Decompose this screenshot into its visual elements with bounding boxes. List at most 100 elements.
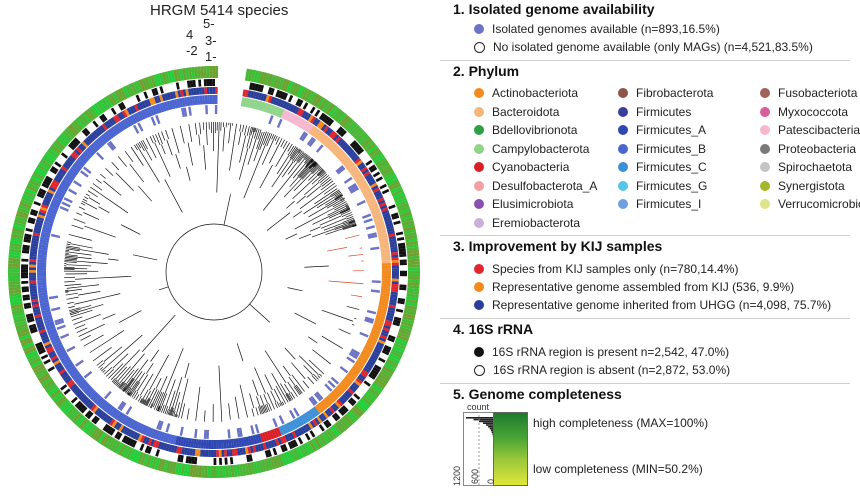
ring-16s — [361, 382, 370, 390]
ring-completeness — [138, 79, 146, 92]
ring-kij — [41, 201, 50, 207]
ring-16s — [48, 170, 56, 177]
ring-16s — [254, 83, 259, 92]
ring-completeness — [144, 77, 151, 90]
ring-phylum — [124, 417, 132, 427]
ring-completeness — [19, 201, 32, 209]
tree-branch — [270, 390, 277, 403]
ring-kij — [76, 391, 84, 399]
ring-completeness — [18, 333, 32, 341]
ring-completeness — [389, 183, 402, 192]
ring-isolated — [156, 420, 162, 430]
tree-branch — [76, 212, 83, 216]
ring-kij — [94, 407, 101, 415]
ring-phylum — [180, 436, 185, 447]
ring-completeness — [145, 454, 153, 468]
ring-phylum — [189, 96, 193, 106]
ring-phylum — [377, 307, 388, 312]
ring-16s — [21, 250, 30, 254]
ring-kij — [373, 189, 381, 196]
tree-branch — [202, 122, 205, 130]
ring-completeness — [97, 431, 107, 444]
ring-kij — [287, 103, 293, 111]
tree-branch — [128, 380, 138, 393]
ring-16s — [304, 433, 311, 441]
ring-16s — [166, 452, 171, 460]
tree-branch — [312, 161, 317, 167]
tree-branch — [334, 222, 349, 229]
tree-branch — [321, 335, 343, 349]
tree-branch — [320, 176, 331, 186]
ring-16s — [163, 451, 168, 459]
ring-kij — [139, 435, 146, 443]
ring-completeness — [390, 350, 403, 359]
ring-16s — [75, 135, 83, 143]
ring-kij — [275, 98, 281, 106]
ring-kij — [37, 214, 45, 219]
ring-16s — [27, 320, 36, 326]
ring-isolated — [371, 280, 381, 284]
ring-16s — [30, 208, 39, 214]
tree-branch — [82, 198, 88, 202]
tree-branch — [298, 153, 306, 163]
tree-branch — [92, 347, 112, 362]
red-dot-icon — [474, 264, 484, 274]
ring-isolated — [183, 107, 188, 117]
ring-kij — [252, 445, 257, 453]
ring-phylum — [381, 275, 391, 279]
ring-16s — [114, 431, 121, 439]
tree-branch — [113, 380, 118, 385]
tree-branch — [287, 381, 298, 397]
ring-phylum — [304, 412, 312, 422]
ring-phylum — [252, 434, 258, 445]
ring-kij — [149, 438, 155, 447]
ring-kij — [64, 377, 72, 384]
ring-completeness — [27, 354, 40, 363]
tree-branch — [75, 277, 99, 280]
ring-phylum — [375, 317, 385, 322]
tree-branch — [305, 159, 314, 168]
ring-16s — [382, 347, 391, 353]
ring-phylum — [381, 280, 391, 284]
ring-kij — [289, 104, 295, 112]
ring-16s — [209, 79, 213, 87]
ring-completeness — [407, 264, 420, 268]
tree-branch — [266, 223, 277, 231]
color-dot-icon — [760, 125, 770, 135]
ring-completeness — [80, 419, 91, 431]
ring-kij — [78, 393, 86, 400]
ring-completeness — [250, 462, 256, 475]
ring-completeness — [148, 455, 155, 469]
ring-phylum — [374, 319, 384, 325]
ring-16s — [292, 439, 299, 447]
ring-phylum — [381, 260, 391, 264]
ring-phylum — [370, 207, 380, 214]
ring-16s — [335, 410, 343, 418]
ring-completeness — [375, 157, 387, 167]
ring-16s — [353, 144, 361, 151]
ring-completeness — [11, 230, 24, 237]
ring-16s — [369, 371, 378, 378]
ring-16s — [389, 207, 397, 213]
ring-16s — [30, 328, 38, 334]
tree-branch — [155, 378, 162, 389]
ring-phylum — [157, 431, 163, 441]
phylum-label: Firmicutes_A — [636, 123, 707, 137]
ring-phylum — [38, 246, 48, 251]
ring-completeness — [290, 448, 299, 462]
tree-branch — [112, 353, 129, 369]
ring-phylum — [37, 264, 47, 268]
ring-completeness — [371, 152, 384, 162]
ring-completeness — [55, 395, 67, 406]
ring-phylum — [225, 439, 230, 449]
ring-kij — [90, 404, 97, 412]
ring-16s — [174, 454, 179, 462]
ring-completeness — [12, 227, 25, 234]
ring-phylum — [264, 103, 270, 113]
ring-kij — [59, 168, 67, 175]
ring-16s — [331, 122, 339, 130]
ring-phylum — [90, 143, 99, 152]
ring-kij — [31, 301, 39, 305]
ring-phylum — [139, 110, 146, 120]
tree-branch — [292, 182, 311, 200]
